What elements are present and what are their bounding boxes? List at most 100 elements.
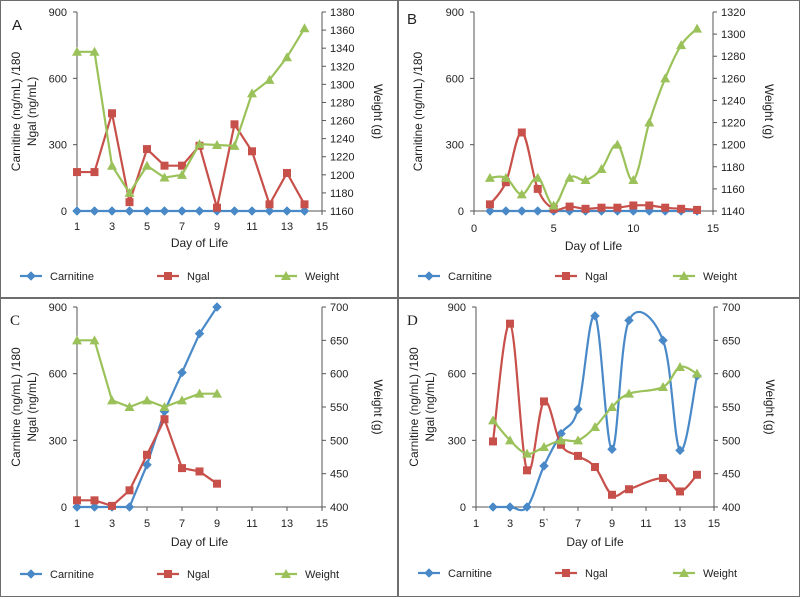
legend-marker-diamond: [424, 271, 434, 281]
x-tick-label: 5: [144, 518, 150, 530]
y-axis-label: Carnitine (ng/mL) /180 Ngal (ng/mL): [9, 347, 39, 467]
y2-tick-label: 1320: [721, 7, 745, 19]
carnitine-point: [624, 315, 634, 326]
legend-marker-triangle: [679, 271, 689, 280]
y-tick-label: 300: [49, 140, 67, 152]
x-tick-label: 3: [507, 518, 513, 530]
series-ngal: [73, 109, 309, 212]
ngal-point: [597, 203, 606, 212]
y2-tick-label: 500: [330, 435, 348, 447]
ngal-point: [485, 200, 494, 209]
y-axis-label-line: Ngal (ng/mL): [25, 372, 39, 441]
ngal-point: [645, 201, 654, 210]
ngal-point: [506, 319, 514, 328]
y-axis-label-line: Ngal (ng/mL): [423, 372, 437, 441]
y2-tick-label: 1300: [330, 79, 354, 91]
x-tick-label: 11: [246, 221, 257, 233]
weight-point: [72, 335, 82, 345]
legend-label: Carnitine: [448, 271, 492, 283]
panel-border: [398, 298, 800, 597]
x-tick-label: 0: [471, 223, 477, 235]
weight-point: [522, 448, 532, 458]
x-tick-label: 11: [640, 518, 651, 530]
x-tick-label: 15: [316, 518, 328, 530]
legend: Carnitine Ngal Weight: [20, 271, 339, 283]
y-tick-label: 600: [49, 73, 67, 85]
weight-point: [229, 140, 240, 150]
legend-item-weight: Weight: [275, 569, 339, 581]
weight-point: [628, 175, 639, 185]
x-axis-label: Day of Life: [171, 535, 229, 549]
ngal-point: [676, 487, 684, 496]
legend: Carnitine Ngal Weight: [418, 271, 737, 283]
y2-tick-label: 600: [330, 369, 348, 381]
legend-item-ngal: Ngal: [157, 569, 210, 581]
y2-tick-label: 700: [330, 302, 348, 314]
x-tick-label: 15: [316, 221, 328, 233]
y2-tick-label: 700: [722, 302, 740, 314]
x-tick-label: 13: [281, 518, 293, 530]
y2-tick-label: 1340: [330, 43, 354, 55]
carnitine-point: [72, 502, 82, 512]
weight-point: [142, 160, 152, 170]
y-tick-label: 300: [446, 140, 464, 152]
ngal-point: [160, 415, 169, 424]
ngal-point: [574, 451, 582, 460]
weight-point: [692, 368, 702, 378]
weight-point: [89, 46, 100, 56]
legend-item-weight: Weight: [673, 568, 737, 580]
weight-point: [212, 388, 222, 398]
weight-point: [612, 139, 623, 149]
weight-point: [539, 442, 549, 451]
legend-label: Weight: [305, 569, 339, 581]
y2-tick-label: 1380: [330, 7, 354, 19]
ngal-point: [300, 200, 309, 209]
panel-letter: B: [407, 11, 417, 28]
y-tick-label: 600: [49, 369, 67, 381]
y-axis-label: Carnitine (ng/mL) /180: [411, 51, 425, 171]
carnitine-point: [177, 206, 187, 216]
ngal-point: [213, 203, 221, 212]
carnitine-point: [194, 206, 205, 216]
y2-tick-label: 1200: [721, 140, 745, 152]
x-axis-label: Day of Life: [566, 535, 624, 549]
legend-marker-diamond: [26, 569, 36, 579]
y2-axis-label: Weight (g): [371, 379, 385, 434]
series-carnitine: [72, 206, 310, 216]
y-tick-label: 0: [460, 502, 466, 514]
carnitine-point: [539, 461, 549, 471]
ngal-point: [108, 501, 116, 510]
ngal-point: [178, 161, 186, 170]
weight-point: [573, 435, 583, 445]
y-axis-label-line: Carnitine (ng/mL) /180: [9, 51, 23, 171]
ngal-point: [581, 204, 590, 213]
ngal-point: [523, 466, 531, 475]
ngal-point: [533, 184, 542, 193]
legend-label: Ngal: [187, 271, 210, 283]
series-weight: [72, 23, 310, 197]
y2-tick-label: 1260: [721, 73, 745, 85]
x-tick-label: 3: [109, 518, 115, 530]
y2-tick-label: 650: [722, 335, 740, 347]
weight-point: [658, 382, 668, 391]
carnitine-point: [532, 206, 543, 216]
y2-tick-label: 1160: [721, 184, 745, 196]
panel-a: A 0 300 600 900 1160 1180 1200 1220 1240 1260 1280 1…: [0, 0, 398, 298]
weight-point: [590, 422, 600, 431]
legend-label: Carnitine: [448, 568, 492, 580]
y-axis-label-line: Ngal (ng/mL): [25, 77, 39, 146]
panel-letter: C: [10, 313, 20, 329]
y2-tick-label: 1140: [721, 206, 745, 218]
ngal-point: [591, 463, 599, 471]
y2-tick-label: 1260: [330, 116, 354, 128]
weight-point: [607, 402, 617, 411]
carnitine-point: [229, 206, 240, 216]
legend-item-ngal: Ngal: [555, 271, 608, 283]
y2-tick-label: 550: [722, 402, 740, 414]
weight-point: [660, 73, 671, 83]
x-tick-label: 11: [246, 518, 257, 530]
y2-tick-label: 1360: [330, 25, 354, 37]
series-weight: [72, 335, 222, 411]
weight-point: [692, 23, 703, 33]
